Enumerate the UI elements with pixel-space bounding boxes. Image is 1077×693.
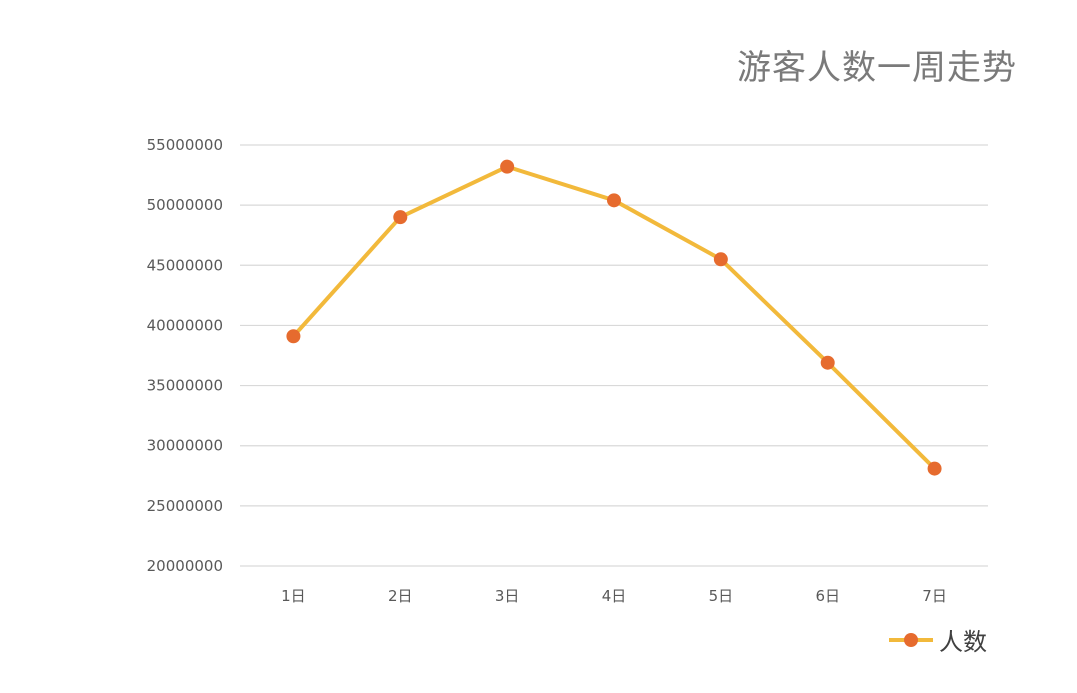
legend: 人数 bbox=[887, 622, 987, 657]
data-point bbox=[607, 193, 621, 208]
x-tick-label: 5日 bbox=[709, 587, 734, 605]
y-tick-label: 50000000 bbox=[147, 196, 223, 214]
legend-label: 人数 bbox=[939, 628, 987, 656]
x-tick-label: 2日 bbox=[388, 587, 413, 605]
x-tick-label: 4日 bbox=[602, 587, 627, 605]
data-point bbox=[820, 355, 835, 370]
y-tick-label: 45000000 bbox=[147, 256, 223, 274]
legend-marker-icon bbox=[889, 632, 933, 647]
y-tick-label: 30000000 bbox=[147, 437, 223, 455]
data-point bbox=[286, 329, 301, 344]
x-tick-label: 7日 bbox=[922, 587, 947, 605]
gridlines bbox=[240, 144, 988, 567]
series bbox=[286, 159, 942, 476]
series-line bbox=[291, 164, 937, 471]
y-tick-label: 55000000 bbox=[147, 136, 223, 154]
data-point bbox=[500, 159, 515, 174]
y-tick-label: 40000000 bbox=[147, 316, 223, 334]
data-point bbox=[393, 210, 408, 225]
data-point bbox=[713, 252, 728, 267]
y-tick-label: 20000000 bbox=[147, 557, 223, 575]
x-tick-label: 1日 bbox=[281, 587, 306, 605]
data-point bbox=[927, 461, 942, 476]
x-tick-label: 6日 bbox=[815, 587, 840, 605]
y-tick-label: 25000000 bbox=[147, 497, 223, 515]
x-tick-label: 3日 bbox=[495, 587, 520, 605]
y-tick-label: 35000000 bbox=[147, 377, 223, 395]
chart-title: 游客人数一周走势 bbox=[737, 48, 1017, 88]
y-axis-ticks: 20000000 25000000 30000000 35000000 40000000… bbox=[147, 136, 223, 575]
x-axis-ticks: 1日 2日 3日 4日 5日 6日 7日 bbox=[281, 587, 947, 605]
